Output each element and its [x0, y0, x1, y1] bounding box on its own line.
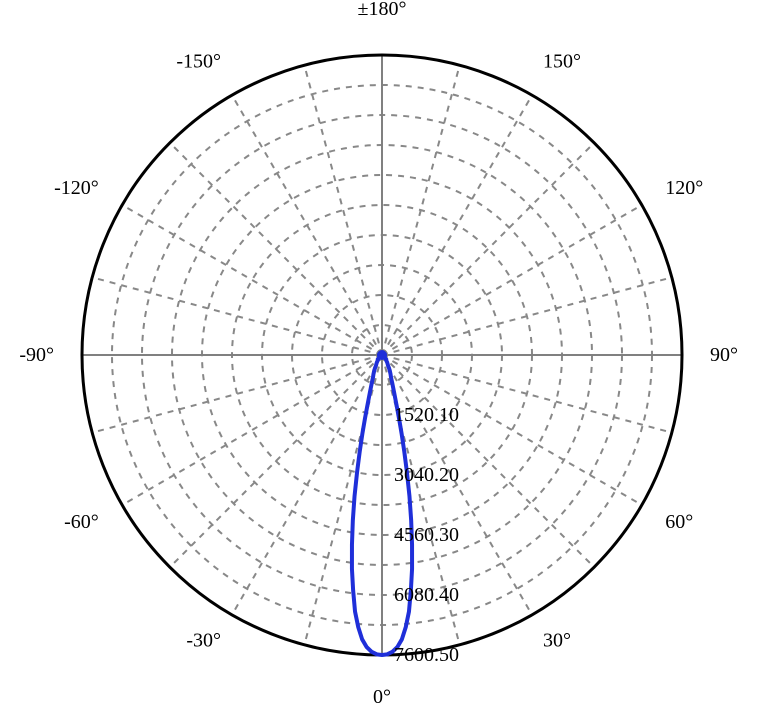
polar-chart: ±180° -150° -120° -90° -60° -30° 0° 30° 60° 90° 12…	[0, 0, 765, 717]
radial-label: 7600.50	[394, 644, 459, 666]
angle-label: -30°	[186, 629, 221, 651]
angle-label: -120°	[54, 177, 99, 199]
radial-label: 6080.40	[394, 584, 459, 606]
angle-label: ±180°	[358, 0, 407, 20]
angle-label: 60°	[665, 511, 693, 533]
angle-label: -60°	[64, 511, 99, 533]
angle-label: 30°	[543, 629, 571, 651]
angle-label: 120°	[665, 177, 703, 199]
radial-label: 1520.10	[394, 404, 459, 426]
radial-label: 4560.30	[394, 524, 459, 546]
angle-label: 0°	[373, 686, 391, 708]
angle-label: -90°	[19, 344, 54, 366]
center-dot	[377, 350, 387, 360]
angle-label: 90°	[710, 344, 738, 366]
angle-label: 150°	[543, 51, 581, 73]
angle-label: -150°	[176, 51, 221, 73]
radial-label: 3040.20	[394, 464, 459, 486]
